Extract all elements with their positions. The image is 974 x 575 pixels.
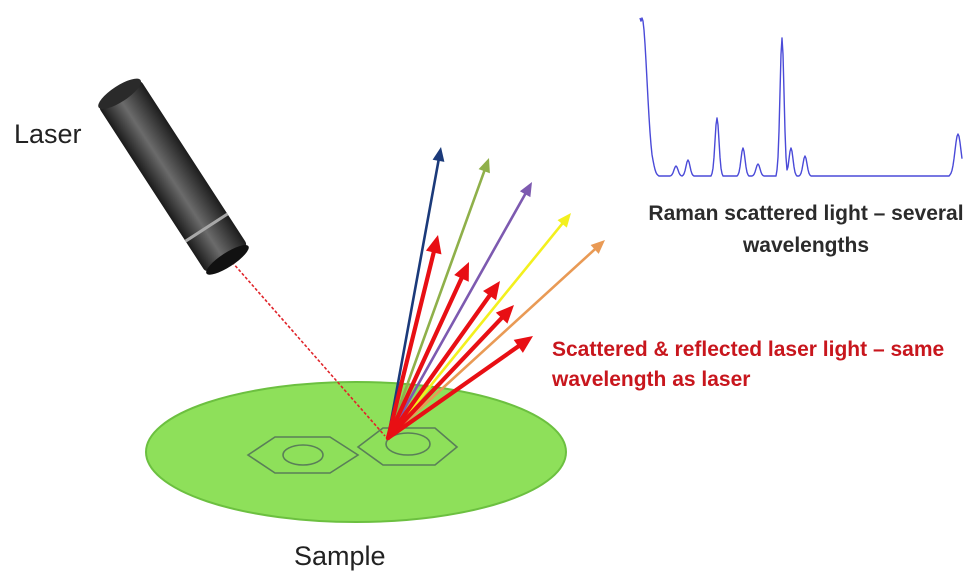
raman-caption-line2: wavelengths bbox=[742, 234, 869, 257]
laser-device bbox=[98, 78, 249, 275]
scatter-caption-line2: wavelength as laser bbox=[551, 368, 750, 391]
spectrum-line bbox=[639, 17, 963, 177]
raman-arrow-dark-blue bbox=[386, 147, 445, 440]
raman-arrow-olive-green bbox=[386, 158, 490, 440]
rayleigh-arrow-3 bbox=[385, 281, 500, 441]
raman-scattered-arrows bbox=[386, 147, 605, 440]
incident-laser-beam bbox=[231, 261, 386, 437]
raman-arrow-orange bbox=[386, 240, 605, 440]
raman-arrow-yellow bbox=[386, 213, 571, 440]
rayleigh-scattered-arrows bbox=[385, 235, 533, 441]
sample-label: Sample bbox=[294, 541, 386, 571]
raman-arrow-purple bbox=[386, 182, 532, 440]
rayleigh-arrow-2 bbox=[385, 262, 469, 441]
raman-caption-line1: Raman scattered light – several bbox=[648, 202, 963, 225]
rayleigh-arrow-4 bbox=[385, 305, 514, 441]
sample-disk bbox=[145, 381, 567, 523]
raman-spectrum bbox=[639, 17, 963, 177]
rayleigh-arrow-5 bbox=[385, 336, 533, 441]
scatter-caption-line1: Scattered & reflected laser light – same bbox=[552, 338, 944, 361]
rayleigh-arrow-1 bbox=[385, 235, 442, 441]
laser-label: Laser bbox=[14, 119, 82, 149]
molecule-icon bbox=[246, 427, 459, 474]
